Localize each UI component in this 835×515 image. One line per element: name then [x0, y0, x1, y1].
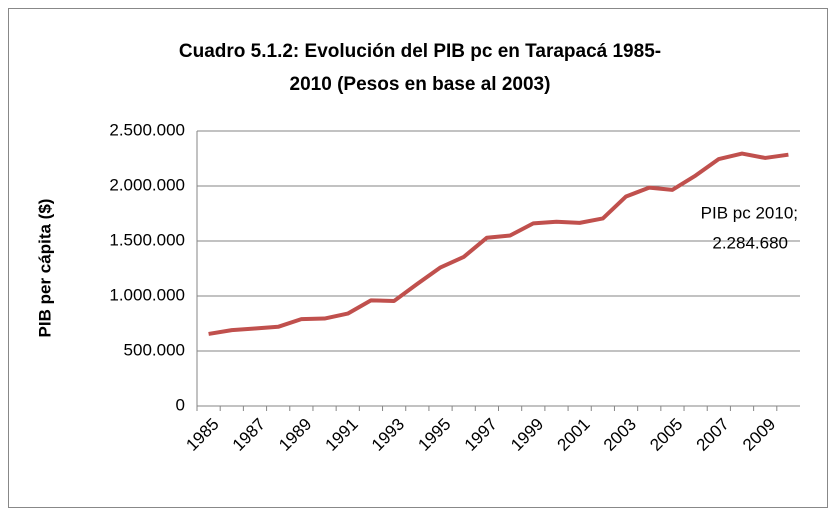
annotation: PIB pc 2010;	[701, 203, 798, 222]
chart-title: 2010 (Pesos en base al 2003)	[290, 74, 551, 95]
y-axis-label: PIB per cápita ($)	[35, 199, 54, 338]
data-label: 2.284.680	[712, 233, 788, 252]
y-tick-label: 1.000.000	[109, 285, 185, 304]
chart-border	[8, 8, 828, 508]
chart-title: Cuadro 5.1.2: Evolución del PIB pc en Ta…	[179, 41, 661, 62]
y-tick-label: 1.500.000	[109, 230, 185, 249]
y-tick-label: 500.000	[124, 340, 185, 359]
line	[208, 151, 789, 336]
y-tick-label: 0	[176, 395, 185, 414]
y-tick-label: 2.500.000	[109, 120, 185, 139]
y-tick-label: 2.000.000	[109, 175, 185, 194]
